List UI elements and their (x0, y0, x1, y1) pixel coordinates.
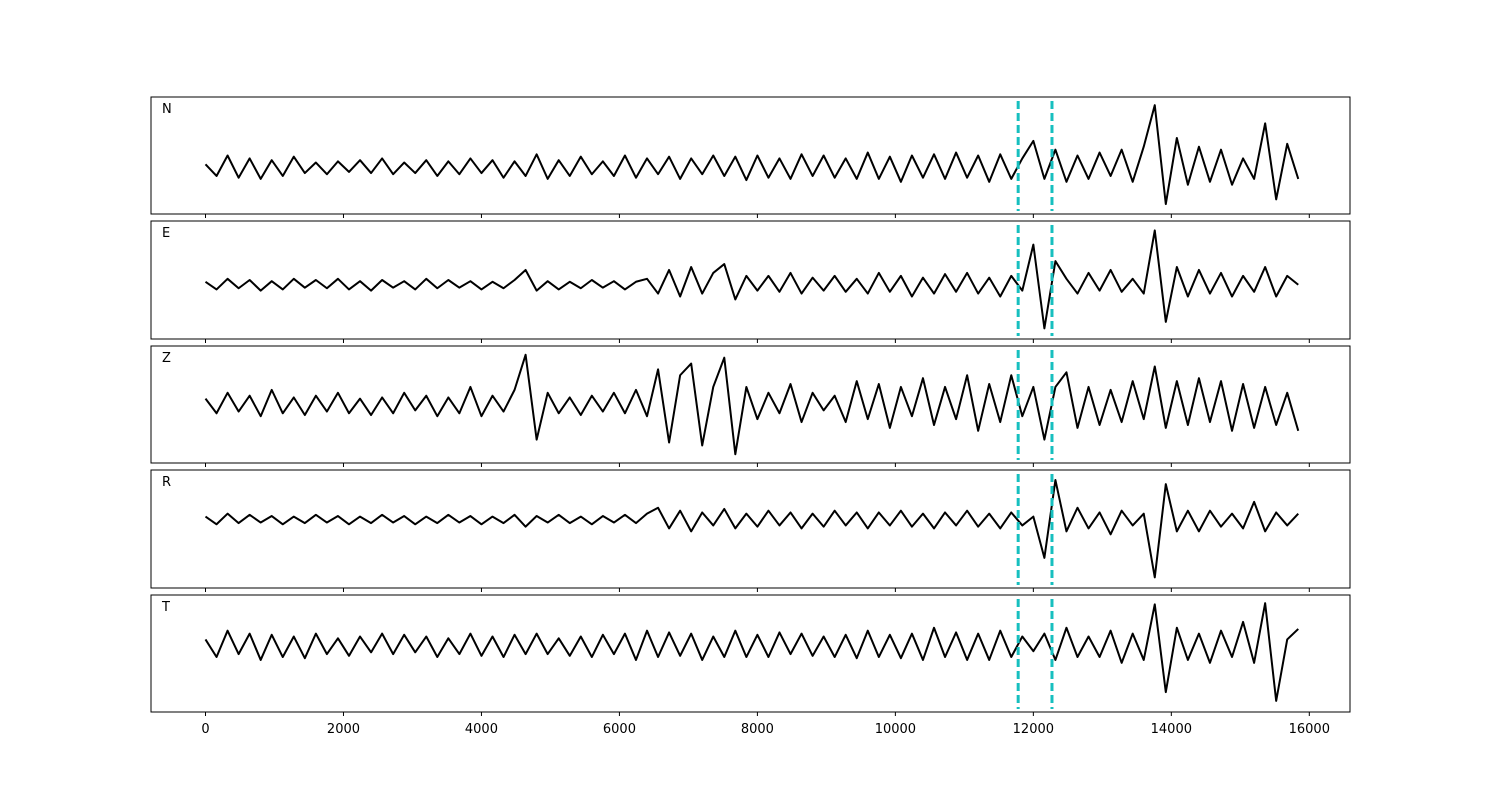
panel-label: T (161, 600, 170, 615)
trace (204, 104, 1300, 206)
x-tick-label: 8000 (741, 722, 774, 737)
panel-frame (150, 345, 1351, 464)
panel-frame (150, 594, 1351, 713)
panel-label: E (162, 226, 170, 241)
panel-label: N (162, 102, 172, 117)
x-tick-label: 6000 (603, 722, 636, 737)
x-tick-label: 2000 (327, 722, 360, 737)
x-tick-label: 12000 (1013, 722, 1054, 737)
panel-frame (150, 220, 1351, 340)
trace (204, 479, 1299, 579)
x-tick-label: 16000 (1289, 722, 1330, 737)
x-tick-label: 10000 (875, 722, 916, 737)
panel-frame (150, 96, 1351, 215)
trace (204, 353, 1300, 456)
trace (204, 602, 1299, 702)
x-tick-label: 4000 (465, 722, 498, 737)
panel-frame (150, 469, 1351, 589)
trace (204, 229, 1299, 330)
x-tick-label: 0 (201, 722, 209, 737)
panel-label: R (162, 475, 171, 490)
x-tick-label: 14000 (1151, 722, 1192, 737)
panel-label: Z (162, 351, 171, 366)
